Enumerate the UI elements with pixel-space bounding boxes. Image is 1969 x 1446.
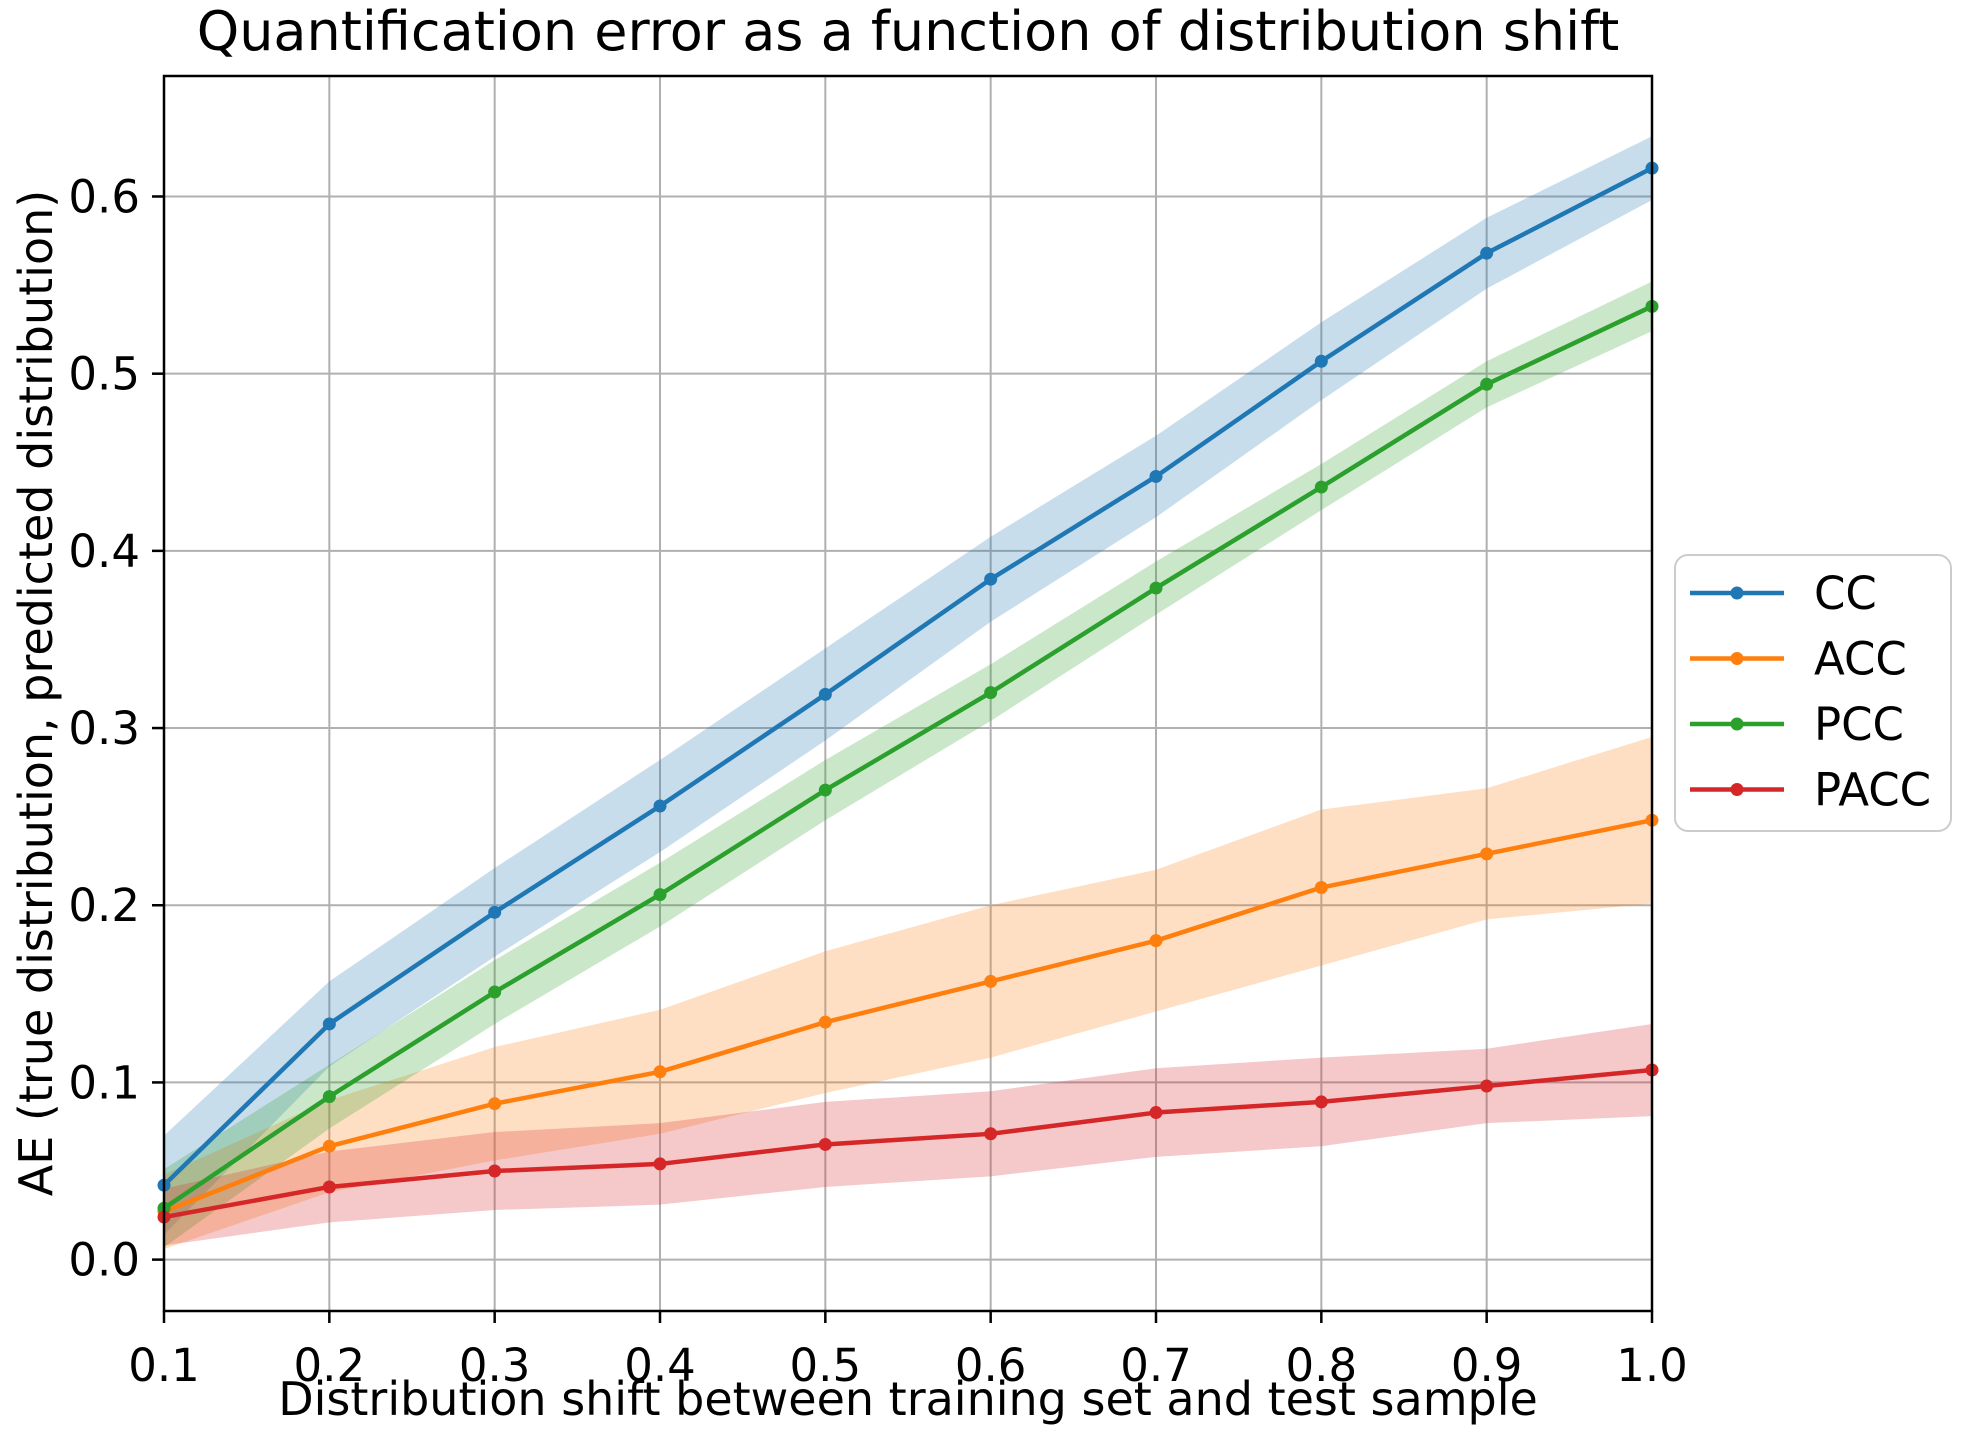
axes-ticks: 0.1 0.2 0.3 0.4 0.5 0.6 0.7 0.8 0.9 1.0 0.0 0.1 0.2 0… (68, 170, 1687, 1392)
series-line-CC (161, 165, 1655, 1188)
confidence-band-ACC (164, 736, 1652, 1249)
series-PCC (157, 299, 1659, 1215)
y-axis-label: AE (true distribution, predicted distrib… (9, 189, 63, 1197)
legend-item-CC: CC (1690, 567, 1877, 620)
legend-box (1674, 554, 1952, 832)
legend-marker-ACC (1730, 652, 1744, 665)
marker-PACC (984, 1127, 998, 1141)
x-tick-label: 0.5 (790, 1339, 862, 1392)
legend-label-PCC: PCC (1814, 698, 1904, 751)
y-tick-label: 0.3 (68, 702, 140, 755)
confidence-bands (164, 136, 1652, 1249)
series-CC (157, 161, 1659, 1192)
legend-label-ACC: ACC (1814, 633, 1907, 686)
x-tick-label: 0.1 (128, 1339, 200, 1392)
marker-ACC (984, 974, 998, 988)
legend-item-PACC: PACC (1690, 764, 1931, 817)
marker-PCC (1149, 581, 1163, 595)
legend: CC ACC PCC PACC (1674, 554, 1952, 832)
marker-ACC (1480, 847, 1494, 861)
marker-ACC (653, 1065, 667, 1079)
marker-ACC (488, 1097, 502, 1111)
legend-label-PACC: PACC (1814, 764, 1931, 817)
marker-PCC (818, 783, 832, 797)
x-axis-label: Distribution shift between training set … (278, 1372, 1538, 1426)
y-tick-label: 0.1 (68, 1056, 140, 1109)
marker-CC (488, 905, 502, 919)
marker-PCC (653, 888, 667, 902)
legend-marker-PCC (1730, 717, 1744, 731)
series-line-PCC (161, 304, 1655, 1211)
y-tick-label: 0.6 (68, 170, 140, 223)
legend-marker-CC (1730, 586, 1744, 600)
confidence-band-CC (164, 136, 1652, 1235)
marker-CC (322, 1017, 336, 1031)
legend-item-ACC: ACC (1690, 633, 1907, 686)
marker-CC (653, 799, 667, 813)
marker-CC (1314, 354, 1328, 368)
marker-PCC (488, 985, 502, 999)
marker-CC (984, 572, 998, 586)
y-tick-label: 0.0 (68, 1234, 140, 1287)
marker-PACC (488, 1164, 502, 1178)
marker-ACC (1149, 934, 1163, 948)
x-tick-label: 0.3 (459, 1339, 531, 1392)
legend-item-PCC: PCC (1690, 698, 1904, 751)
marker-PCC (322, 1090, 336, 1104)
x-tick-label: 0.2 (294, 1339, 366, 1392)
plot-border (162, 74, 1654, 1313)
marker-CC (1480, 246, 1494, 260)
marker-ACC (322, 1139, 336, 1153)
marker-ACC (1314, 881, 1328, 895)
confidence-band-PCC (164, 281, 1652, 1248)
marker-PACC (1149, 1106, 1163, 1120)
confidence-band-PACC (164, 1023, 1652, 1246)
marker-PACC (653, 1157, 667, 1171)
marker-PCC (1314, 480, 1328, 494)
y-tick-label: 0.5 (68, 348, 140, 401)
series-line-ACC (161, 817, 1655, 1215)
marker-PACC (1480, 1079, 1494, 1093)
marker-ACC (818, 1015, 832, 1029)
marker-PACC (322, 1180, 336, 1194)
x-tick-label: 0.6 (955, 1339, 1027, 1392)
chart-title: Quantification error as a function of di… (196, 0, 1620, 63)
marker-PACC (1314, 1095, 1328, 1109)
legend-label-CC: CC (1814, 567, 1877, 620)
x-tick-label: 0.9 (1451, 1339, 1523, 1392)
marker-CC (1149, 469, 1163, 483)
marker-PCC (1480, 377, 1494, 391)
series-PACC (157, 1063, 1659, 1224)
marker-PCC (984, 686, 998, 700)
x-tick-label: 0.8 (1286, 1339, 1358, 1392)
x-tick-label: 0.7 (1120, 1339, 1192, 1392)
legend-marker-PACC (1730, 783, 1744, 796)
x-tick-label: 1.0 (1616, 1339, 1688, 1392)
marker-CC (818, 687, 832, 701)
series-line-PACC (161, 1067, 1655, 1220)
y-tick-label: 0.4 (68, 525, 140, 578)
x-tick-label: 0.4 (624, 1339, 696, 1392)
marker-PACC (818, 1137, 832, 1151)
y-tick-label: 0.2 (68, 879, 140, 932)
